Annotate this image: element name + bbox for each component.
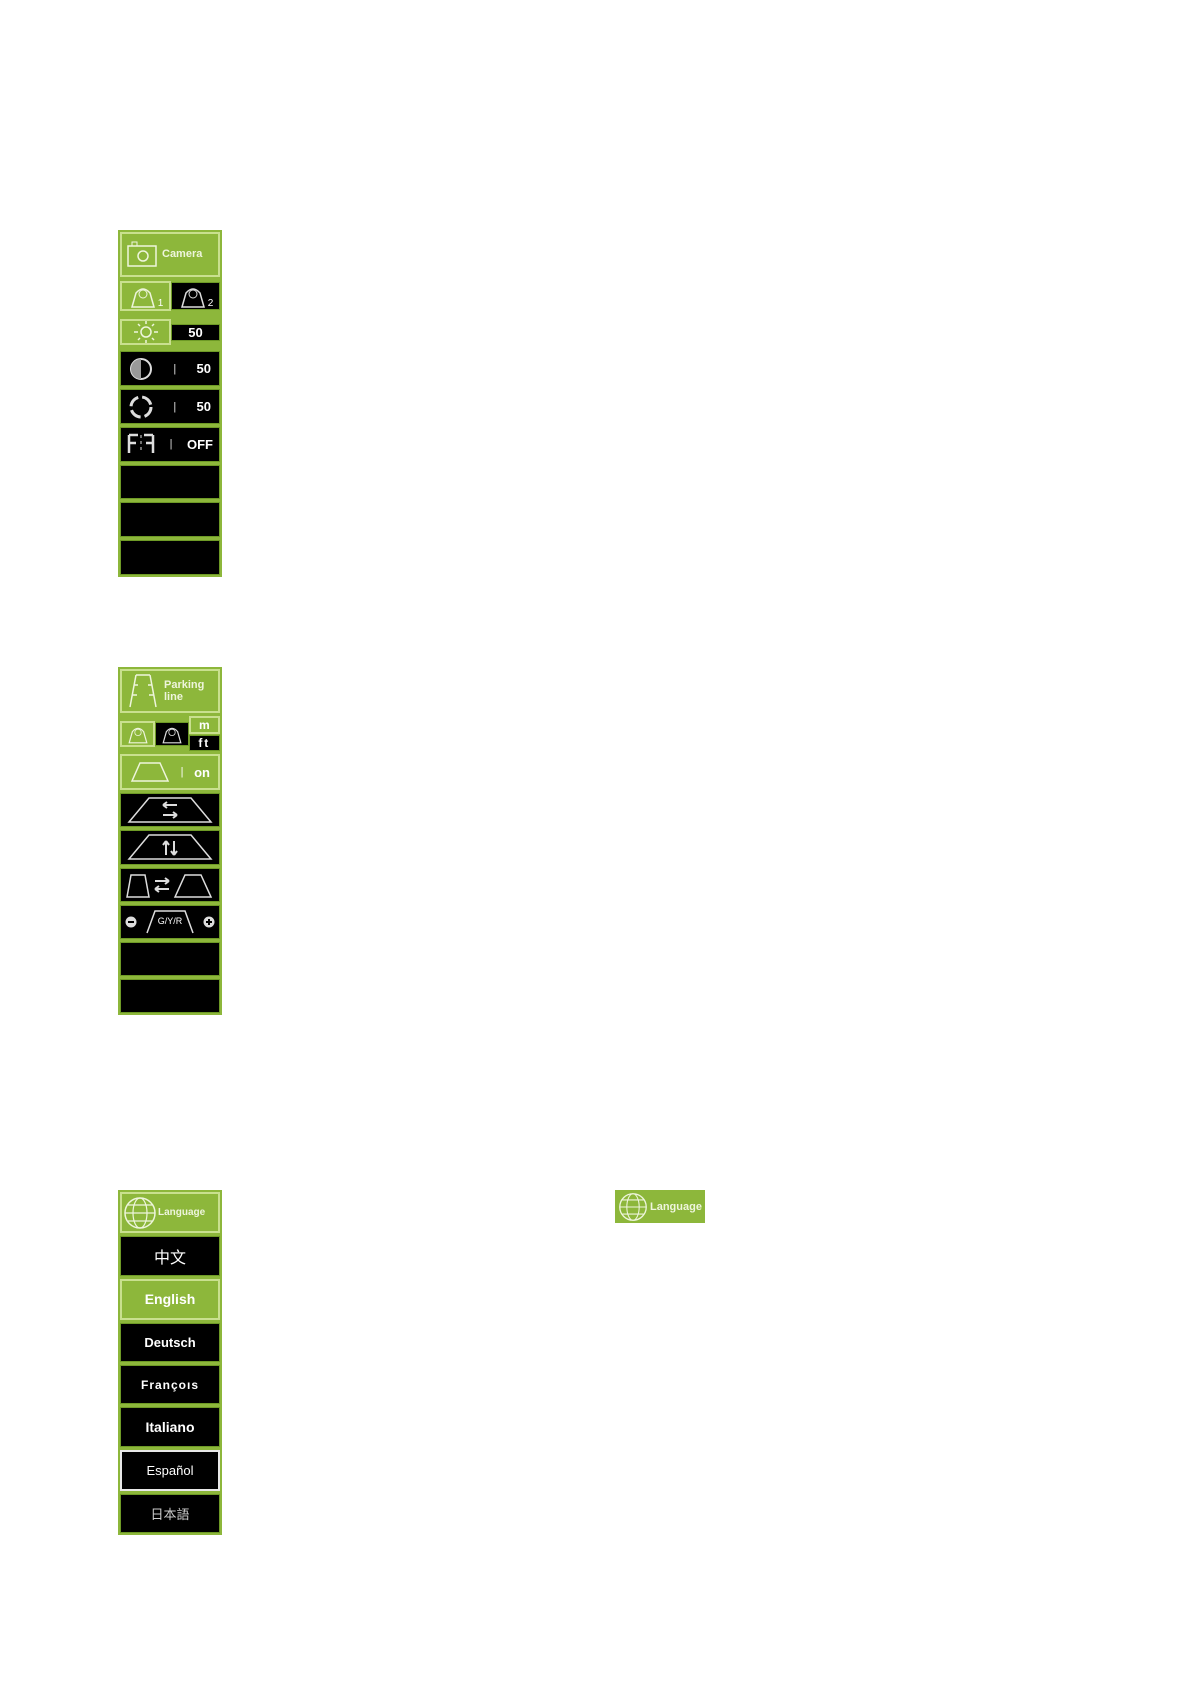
- width-arrows-icon: [126, 873, 213, 898]
- vertical-shift-button[interactable]: [120, 830, 220, 865]
- language-option-german[interactable]: Deutsch: [120, 1322, 220, 1362]
- camera-1-button[interactable]: [120, 720, 156, 747]
- gyr-adjust-row[interactable]: G/Y/R: [120, 904, 220, 939]
- camera-dome-icon: [130, 288, 155, 309]
- width-adjust-button[interactable]: [120, 867, 220, 902]
- brightness-row[interactable]: 50: [120, 316, 220, 349]
- trapezoid-icon: [146, 909, 194, 933]
- plus-icon[interactable]: [203, 916, 215, 928]
- language-badge: Language: [615, 1190, 705, 1223]
- globe-icon: [124, 1196, 156, 1229]
- empty-row: [120, 502, 220, 538]
- language-menu-panel: Language 中文 English Deutsch Françoıs Ita…: [118, 1190, 222, 1535]
- empty-row: [120, 978, 220, 1014]
- minus-icon[interactable]: [125, 916, 137, 928]
- camera-dome-icon: [128, 727, 148, 744]
- unit-meters-button[interactable]: m: [188, 716, 220, 735]
- language-option-chinese[interactable]: 中文: [120, 1236, 220, 1276]
- brightness-icon: [133, 321, 158, 344]
- saturation-row[interactable]: | 50: [120, 389, 220, 424]
- brightness-value: 50: [171, 323, 220, 341]
- parking-line-menu-panel: Parking line m ft | on G/Y/R: [118, 667, 222, 1015]
- camera-2-button[interactable]: [155, 721, 189, 746]
- camera-dome-icon: [162, 727, 182, 744]
- language-option-english[interactable]: English: [120, 1278, 220, 1320]
- horizontal-arrows-icon: [127, 797, 213, 824]
- unit-feet-button[interactable]: ft: [188, 735, 220, 752]
- trapezoid-icon: [130, 762, 170, 782]
- parking-line-toggle-row[interactable]: | on: [120, 754, 220, 791]
- contrast-icon: [130, 357, 152, 380]
- brightness-icon-cell: [120, 319, 171, 346]
- camera-menu-panel: Camera 1 2 50 | 50 | 50 | OFF: [118, 230, 222, 577]
- camera-icon: [127, 241, 157, 268]
- contrast-row[interactable]: | 50: [120, 351, 220, 387]
- language-option-spanish[interactable]: Español: [120, 1449, 220, 1491]
- empty-row: [120, 464, 220, 500]
- parking-camera-unit-row: m ft: [120, 716, 220, 752]
- language-option-japanese[interactable]: 日本語: [120, 1493, 220, 1533]
- camera-1-button[interactable]: 1: [120, 281, 171, 312]
- empty-row: [120, 941, 220, 976]
- camera-title: Camera: [162, 248, 203, 261]
- gyr-label: G/Y/R: [157, 915, 183, 926]
- horizontal-shift-button[interactable]: [120, 793, 220, 828]
- language-option-italian[interactable]: Italiano: [120, 1407, 220, 1447]
- globe-icon: [619, 1192, 647, 1221]
- camera-2-button[interactable]: 2: [171, 282, 220, 311]
- camera-header: Camera: [120, 232, 220, 277]
- camera-select-row: 1 2: [120, 280, 220, 313]
- parking-line-icon: [129, 674, 157, 708]
- vertical-arrows-icon: [127, 834, 213, 861]
- empty-row: [120, 540, 220, 575]
- mirror-icon: [127, 434, 155, 454]
- language-header: Language: [120, 1192, 220, 1234]
- saturation-icon: [129, 395, 153, 419]
- parking-header: Parking line: [120, 669, 220, 714]
- camera-dome-icon: [180, 288, 205, 309]
- language-option-french[interactable]: Françoıs: [120, 1365, 220, 1405]
- mirror-row[interactable]: | OFF: [120, 426, 220, 462]
